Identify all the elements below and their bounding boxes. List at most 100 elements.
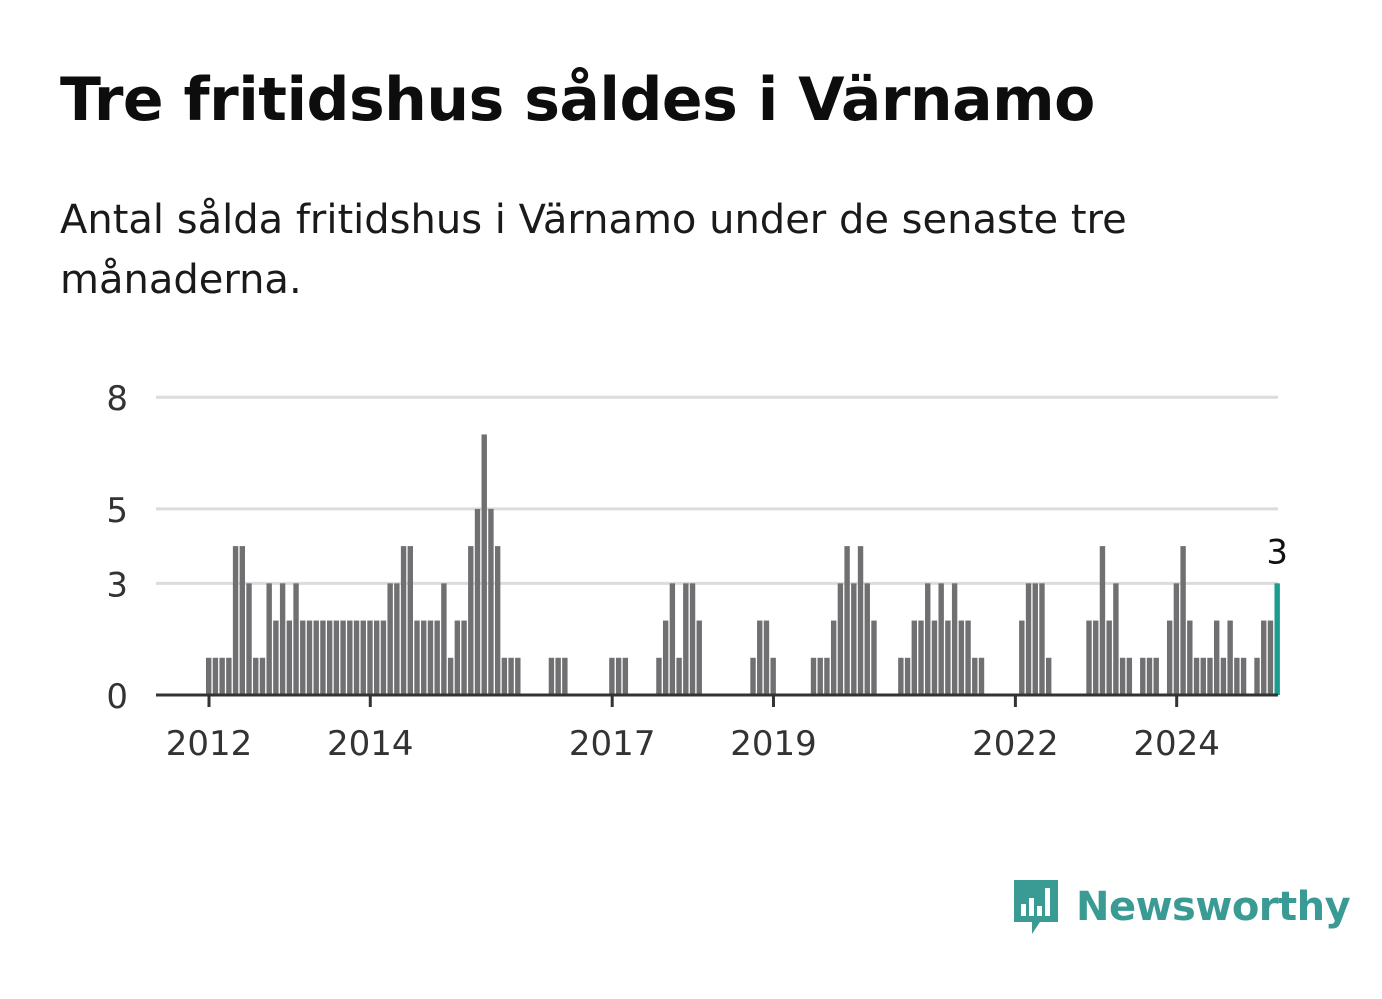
bar <box>837 583 844 695</box>
bar <box>1153 657 1159 695</box>
bar <box>857 546 864 695</box>
bar <box>273 620 279 695</box>
axes <box>156 693 1278 707</box>
bar <box>239 546 245 695</box>
bar <box>300 620 306 695</box>
bar <box>286 620 293 695</box>
gridlines <box>156 395 1278 585</box>
bar <box>219 657 225 695</box>
bar <box>1207 657 1213 695</box>
bar <box>1025 583 1032 695</box>
bar <box>938 583 944 695</box>
bar <box>279 583 286 695</box>
bar <box>824 657 830 695</box>
bar <box>400 546 407 695</box>
bar <box>763 620 770 695</box>
bar <box>1106 620 1112 695</box>
bar <box>1187 620 1193 695</box>
bar <box>374 620 380 695</box>
bar <box>1227 620 1233 695</box>
bar <box>1099 546 1106 695</box>
bar <box>683 583 689 695</box>
y-tick-label: 0 <box>106 677 128 717</box>
bar <box>689 583 696 695</box>
bar <box>387 583 393 695</box>
bar <box>1267 620 1274 695</box>
bar <box>394 583 400 695</box>
bars <box>206 434 1280 695</box>
bar <box>1193 657 1200 695</box>
bar <box>474 508 481 695</box>
bar <box>266 583 272 695</box>
bar <box>340 620 346 695</box>
bar <box>1039 583 1045 695</box>
bar <box>810 657 817 695</box>
bar <box>1240 657 1247 695</box>
x-tick-label: 2012 <box>166 724 253 764</box>
bar <box>817 657 823 695</box>
bar <box>965 620 971 695</box>
bar <box>246 583 252 695</box>
bar-chart: 0 3 5 8 3 2012 2014 2017 2019 2022 2024 <box>106 379 1288 764</box>
bar <box>1140 657 1146 695</box>
bar <box>232 546 239 695</box>
bar <box>306 620 313 695</box>
bar <box>347 620 353 695</box>
x-tick-label: 2022 <box>972 724 1059 764</box>
bar <box>1086 620 1092 695</box>
bar <box>1166 620 1173 695</box>
chart-subtitle: Antal sålda fritidshus i Värnamo under d… <box>60 197 1127 303</box>
bar <box>851 583 857 695</box>
bar <box>1261 620 1267 695</box>
bar <box>864 583 870 695</box>
x-tick-label: 2014 <box>327 724 414 764</box>
newsworthy-logo: Newsworthy <box>1010 876 1351 938</box>
bar <box>468 546 474 695</box>
bar <box>367 620 373 695</box>
tick-labels: 0 3 5 8 3 2012 2014 2017 2019 2022 2024 <box>106 379 1288 764</box>
bar <box>1113 583 1119 695</box>
y-tick-label: 5 <box>106 491 128 531</box>
bar <box>1119 657 1126 695</box>
bar <box>548 657 555 695</box>
bar <box>1126 657 1133 695</box>
bar <box>978 657 985 695</box>
bar <box>515 657 521 695</box>
bar <box>622 657 629 695</box>
bar <box>360 620 366 695</box>
chart-title: Tre fritidshus såldes i Värnamo <box>60 65 1095 135</box>
bar <box>1093 620 1099 695</box>
bar <box>945 620 951 695</box>
bar <box>830 620 837 695</box>
bar <box>434 620 440 695</box>
y-tick-label: 3 <box>106 565 128 605</box>
bar <box>656 657 662 695</box>
bar <box>904 657 911 695</box>
bar <box>1214 620 1220 695</box>
bar <box>326 620 333 695</box>
bar <box>320 620 326 695</box>
bar <box>669 583 676 695</box>
bar <box>441 583 447 695</box>
bar <box>1019 620 1025 695</box>
bar <box>1220 657 1227 695</box>
newsworthy-chart-bubble-icon <box>1014 880 1058 934</box>
bar <box>414 620 420 695</box>
bar <box>461 620 467 695</box>
bar <box>918 620 924 695</box>
bar <box>380 620 387 695</box>
bar <box>421 620 427 695</box>
bar <box>293 583 299 695</box>
bar <box>488 508 494 695</box>
bar <box>494 546 501 695</box>
bar <box>1173 583 1180 695</box>
bar <box>609 657 615 695</box>
bar <box>958 620 965 695</box>
brand-name: Newsworthy <box>1076 884 1351 930</box>
bar <box>925 583 931 695</box>
x-tick-label: 2017 <box>569 724 656 764</box>
bar <box>226 657 232 695</box>
bar <box>931 620 938 695</box>
bar <box>447 657 454 695</box>
bar <box>501 657 508 695</box>
